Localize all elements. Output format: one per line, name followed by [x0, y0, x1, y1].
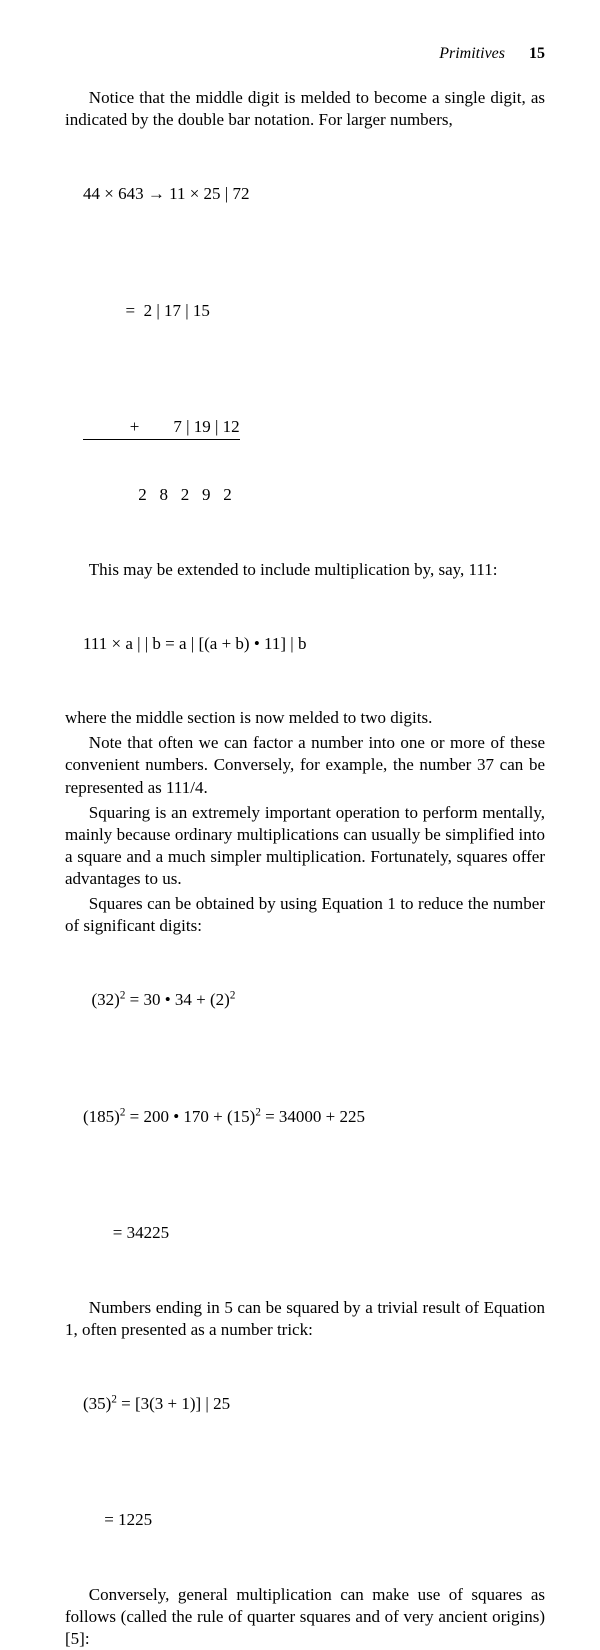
math-block-b: 111 × a | | b = a | [(a + b) • 11] | b [83, 589, 545, 699]
math-block-a: 44 × 643 → 11 × 25 | 72 = 2 | 17 | 15 + … [83, 139, 545, 551]
page-number: 15 [529, 45, 545, 62]
math-d-line1: (35)2 = [3(3 + 1)] | 25 [83, 1393, 545, 1415]
math-c-line1: (32)2 = 30 • 34 + (2)2 [83, 989, 545, 1011]
math-a-line1: 44 × 643 → 11 × 25 | 72 [83, 183, 545, 205]
math-d-line2: = 1225 [83, 1509, 545, 1531]
paragraph-3: where the middle section is now melded t… [65, 707, 545, 729]
paragraph-6: Squares can be obtained by using Equatio… [65, 893, 545, 937]
chapter-name: Primitives [439, 45, 505, 62]
math-c-line3: = 34225 [83, 1222, 545, 1244]
math-b-line: 111 × a | | b = a | [(a + b) • 11] | b [83, 633, 545, 655]
running-head: Primitives 15 [65, 44, 545, 65]
math-c-line2: (185)2 = 200 • 170 + (15)2 = 34000 + 225 [83, 1106, 545, 1128]
paragraph-5: Squaring is an extremely important opera… [65, 802, 545, 890]
math-a-sum: 2 8 2 9 2 [83, 484, 545, 506]
math-a-addend: + 7 | 19 | 12 [83, 416, 545, 440]
math-block-c: (32)2 = 30 • 34 + (2)2 (185)2 = 200 • 17… [83, 945, 545, 1288]
paragraph-1: Notice that the middle digit is melded t… [65, 87, 545, 131]
page: Primitives 15 Notice that the middle digi… [0, 0, 600, 910]
paragraph-8: Conversely, general multiplication can m… [65, 1584, 545, 1650]
math-block-d: (35)2 = [3(3 + 1)] | 25 = 1225 [83, 1349, 545, 1576]
math-a-line2: = 2 | 17 | 15 [83, 300, 545, 322]
paragraph-4: Note that often we can factor a number i… [65, 732, 545, 798]
paragraph-7: Numbers ending in 5 can be squared by a … [65, 1297, 545, 1341]
paragraph-2: This may be extended to include multipli… [65, 559, 545, 581]
